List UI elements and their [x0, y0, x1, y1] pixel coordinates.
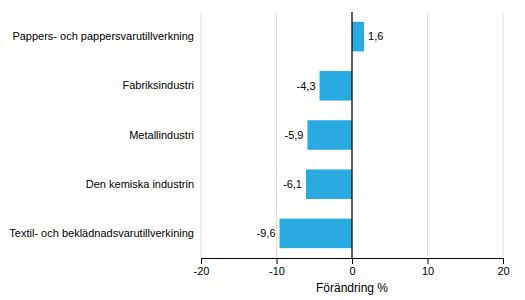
y-tick: Metallindustri [129, 129, 201, 141]
grid-line [276, 12, 277, 258]
x-tick-label: -10 [269, 265, 285, 277]
bar [320, 71, 352, 101]
y-tick: Den kemiska industrin [86, 178, 201, 190]
grid-line [503, 12, 504, 258]
y-tick-label: Den kemiska industrin [86, 178, 194, 190]
x-axis-title: Förändring % [316, 281, 388, 295]
bar [307, 120, 352, 150]
x-axis: -20 -10 0 10 20 [194, 258, 510, 277]
x-tick-mark [201, 258, 202, 264]
x-tick: 0 [349, 258, 355, 277]
y-tick-label: Fabriksindustri [122, 79, 194, 91]
grid-line [201, 12, 202, 258]
bar [352, 22, 364, 52]
x-tick: 20 [497, 258, 509, 277]
x-tick-label: 0 [349, 265, 355, 277]
zero-line [351, 12, 352, 258]
y-tick: Pappers- och pappersvarutillverkning [12, 30, 201, 42]
y-tick: Textil- och beklädnadsvarutillverkining [9, 227, 201, 239]
data-label: -9,6 [257, 227, 276, 239]
x-tick-mark [352, 258, 353, 264]
data-label: -4,3 [297, 80, 316, 92]
chart-svg: -20 -10 0 10 20 Textil- och beklädnadsvarutil… [0, 0, 525, 300]
x-tick-mark [277, 258, 278, 264]
data-label: 1,6 [368, 30, 383, 42]
x-tick: -20 [194, 258, 210, 277]
x-tick-mark [503, 258, 504, 264]
data-labels: -9,6 -6,1 -5,9 -4,3 1,6 [257, 30, 384, 239]
x-tick-label: 20 [497, 265, 509, 277]
data-label: -6,1 [283, 178, 302, 190]
x-tick-mark [428, 258, 429, 264]
plot: -20 -10 0 10 20 Textil- och beklädnadsvarutil… [9, 12, 509, 295]
data-label: -5,9 [284, 129, 303, 141]
bar [306, 169, 352, 199]
y-axis: Textil- och beklädnadsvarutillverkining D… [9, 30, 201, 239]
y-tick: Fabriksindustri [122, 79, 201, 91]
chart-container: -20 -10 0 10 20 Textil- och beklädnadsvarutil… [0, 0, 525, 300]
x-tick: 10 [422, 258, 434, 277]
x-axis-line [202, 259, 504, 265]
x-tick-label: 10 [422, 265, 434, 277]
y-tick-label: Textil- och beklädnadsvarutillverkining [9, 227, 194, 239]
bars [280, 22, 365, 248]
x-tick-label: -20 [194, 265, 210, 277]
x-tick: -10 [269, 258, 285, 277]
bar [280, 219, 352, 249]
grid-line [427, 12, 428, 258]
grid [201, 12, 503, 258]
grid-line [352, 12, 353, 258]
y-tick-label: Pappers- och pappersvarutillverkning [12, 30, 194, 42]
y-tick-label: Metallindustri [129, 129, 194, 141]
